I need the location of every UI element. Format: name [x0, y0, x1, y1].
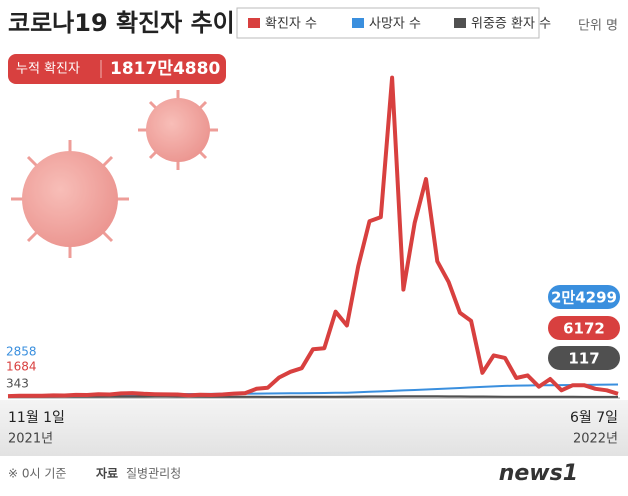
cumulative-label: 누적 확진자: [16, 62, 80, 77]
source: 질병관리청: [126, 467, 181, 481]
legend-label: 사망자 수: [369, 17, 421, 32]
legend-label: 확진자 수: [265, 17, 317, 32]
virus-decoration: [11, 90, 218, 258]
x-year-label: 2021년: [8, 432, 53, 447]
x-axis-band: [0, 400, 628, 456]
legend-box: [236, 7, 540, 39]
x-year-label: 2022년: [573, 432, 618, 447]
end-label-pill: [546, 314, 622, 342]
chart-title: 코로나19 확진자 추이: [8, 9, 235, 37]
legend-swatch: [352, 18, 364, 28]
start-value-label: 1684: [6, 360, 37, 374]
end-label-pill: [546, 344, 622, 372]
legend-label: 위중증 환자 수: [471, 17, 551, 32]
series-line: [8, 395, 618, 398]
x-tick-label: 11월 1일: [8, 410, 65, 426]
end-label-pill: [546, 283, 622, 311]
cumulative-value: 1817만4880: [110, 59, 220, 79]
legend-swatch: [454, 18, 466, 28]
end-value-label: 6172: [563, 320, 605, 338]
footer-note: ※ 0시 기준: [8, 467, 66, 481]
cumulative-badge: [8, 54, 226, 84]
end-value-label: 2만4299: [551, 289, 617, 307]
legend-swatch: [248, 18, 260, 28]
series-line: [7, 75, 619, 399]
logo: news1: [499, 461, 578, 486]
start-value-label: 343: [6, 377, 29, 391]
x-tick-label: 6월 7일: [570, 410, 618, 426]
unit-label: 단위 명: [578, 19, 618, 34]
source-label: 자료: [96, 466, 118, 481]
start-value-label: 2858: [6, 345, 37, 359]
legend: 확진자 수 사망자 수 위중증 환자 수: [248, 17, 551, 32]
end-value-label: 117: [568, 350, 599, 368]
